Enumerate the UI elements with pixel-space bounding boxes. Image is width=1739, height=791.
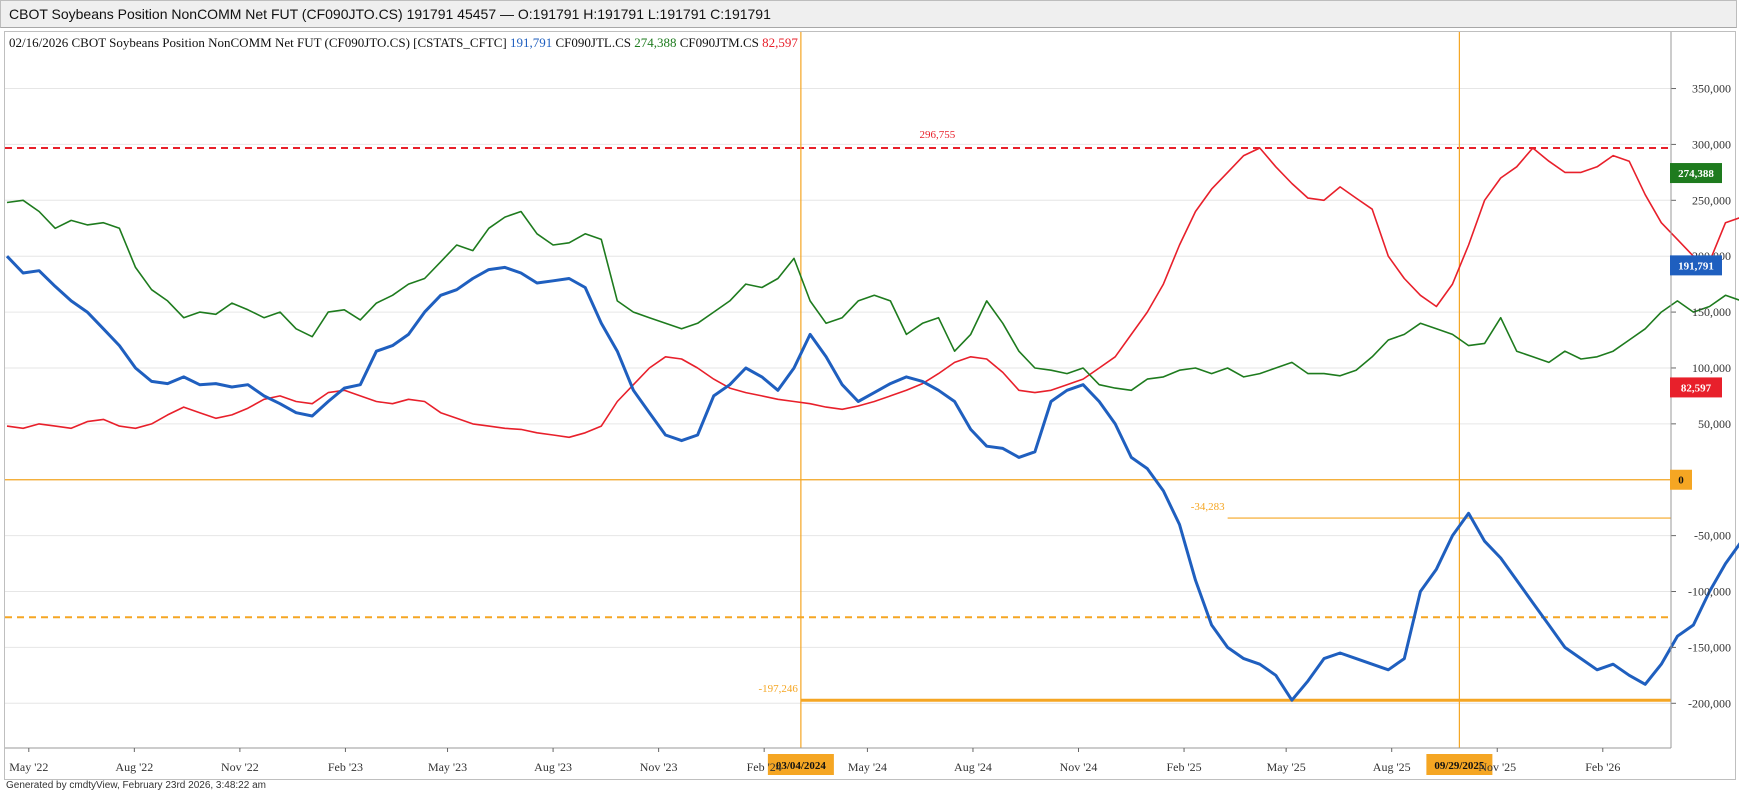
last-value-tag-zero [1670,469,1692,490]
series-line-short [6,147,1739,439]
y-tick-label: 300,000 [1692,137,1731,151]
x-tick-label: Nov '24 [1060,760,1098,774]
legend-s3-code: CF090JTM.CS [680,35,759,50]
chart-frame [4,31,1736,780]
vertical-marker-tag [767,754,834,775]
horizontal-reference-lines: 296,755 -197,246 -34,283 [5,129,1671,702]
footer-credit: Generated by cmdtyView, February 23rd 20… [6,780,266,791]
y-tick-label: -50,000 [1694,529,1731,543]
x-tick-label: May '23 [428,760,467,774]
last-value-tag-label: 191,791 [1678,260,1714,272]
series-lines [5,147,1739,702]
last-value-tag-label: 274,388 [1678,168,1714,180]
x-tick-label: Feb '25 [1166,760,1201,774]
x-tick-label: Aug '24 [954,760,992,774]
x-tick-label: Nov '23 [640,760,678,774]
y-tick-label: 50,000 [1698,417,1731,431]
last-value-tag-long [1670,163,1722,184]
x-tick-label: Aug '22 [115,760,153,774]
legend-s2-value: 274,388 [634,35,676,50]
window-title-bar: CBOT Soybeans Position NonCOMM Net FUT (… [0,0,1737,28]
y-axis: -200,000 -150,000 -100,000 -50,000 50,000 100… [1670,32,1731,748]
reference-line-label: 296,755 [920,129,956,141]
legend-header: 02/16/2026 CBOT Soybeans Position NonCOM… [9,35,798,50]
y-tick-label: 100,000 [1692,361,1731,375]
legend-s3-value: 82,597 [762,35,798,50]
vertical-marker-lines: 03/04/2024 09/29/2025 [767,32,1493,775]
y-tick-label: 250,000 [1692,193,1731,207]
vertical-marker-label: 03/04/2024 [776,760,827,772]
vertical-marker-tag [1426,754,1493,775]
last-value-tag-label: 82,597 [1681,382,1712,394]
x-tick-label: Nov '25 [1478,760,1516,774]
last-value-tags: 274,388 191,791 82,597 0 [1670,163,1722,490]
x-tick-label: May '22 [9,760,48,774]
vertical-marker-label: 09/29/2025 [1434,760,1485,772]
last-value-tag-short [1670,377,1722,398]
reference-line-label: -197,246 [758,683,798,695]
window-title: CBOT Soybeans Position NonCOMM Net FUT (… [9,6,771,22]
legend-main-value: 191,791 [510,35,552,50]
legend-main-series: CBOT Soybeans Position NonCOMM Net FUT (… [71,35,506,50]
x-tick-label: Feb '26 [1585,760,1620,774]
reference-line-label: -34,283 [1191,501,1225,513]
legend-date: 02/16/2026 [9,35,69,50]
last-value-tag-label: 0 [1678,475,1684,487]
last-value-tag-net [1670,255,1722,276]
series-line-net [5,255,1739,702]
y-tick-label: -200,000 [1688,696,1731,710]
x-axis: May '22 Aug '22 Nov '22 Feb '23 May '23 Aug '… [5,747,1671,774]
series-line-long [6,199,1739,392]
y-tick-label: -150,000 [1688,640,1731,654]
y-tick-label: -100,000 [1688,585,1731,599]
legend-s2-code: CF090JTL.CS [556,35,632,50]
x-tick-label: Nov '22 [221,760,259,774]
x-tick-label: Aug '25 [1373,760,1411,774]
x-tick-label: Aug '23 [534,760,572,774]
y-tick-label: 150,000 [1692,305,1731,319]
x-tick-label: Feb '24 [747,760,782,774]
grid [5,88,1671,704]
y-tick-label: 350,000 [1692,82,1731,96]
x-tick-label: May '24 [848,760,887,774]
x-tick-label: May '25 [1267,760,1306,774]
x-tick-label: Feb '23 [328,760,363,774]
